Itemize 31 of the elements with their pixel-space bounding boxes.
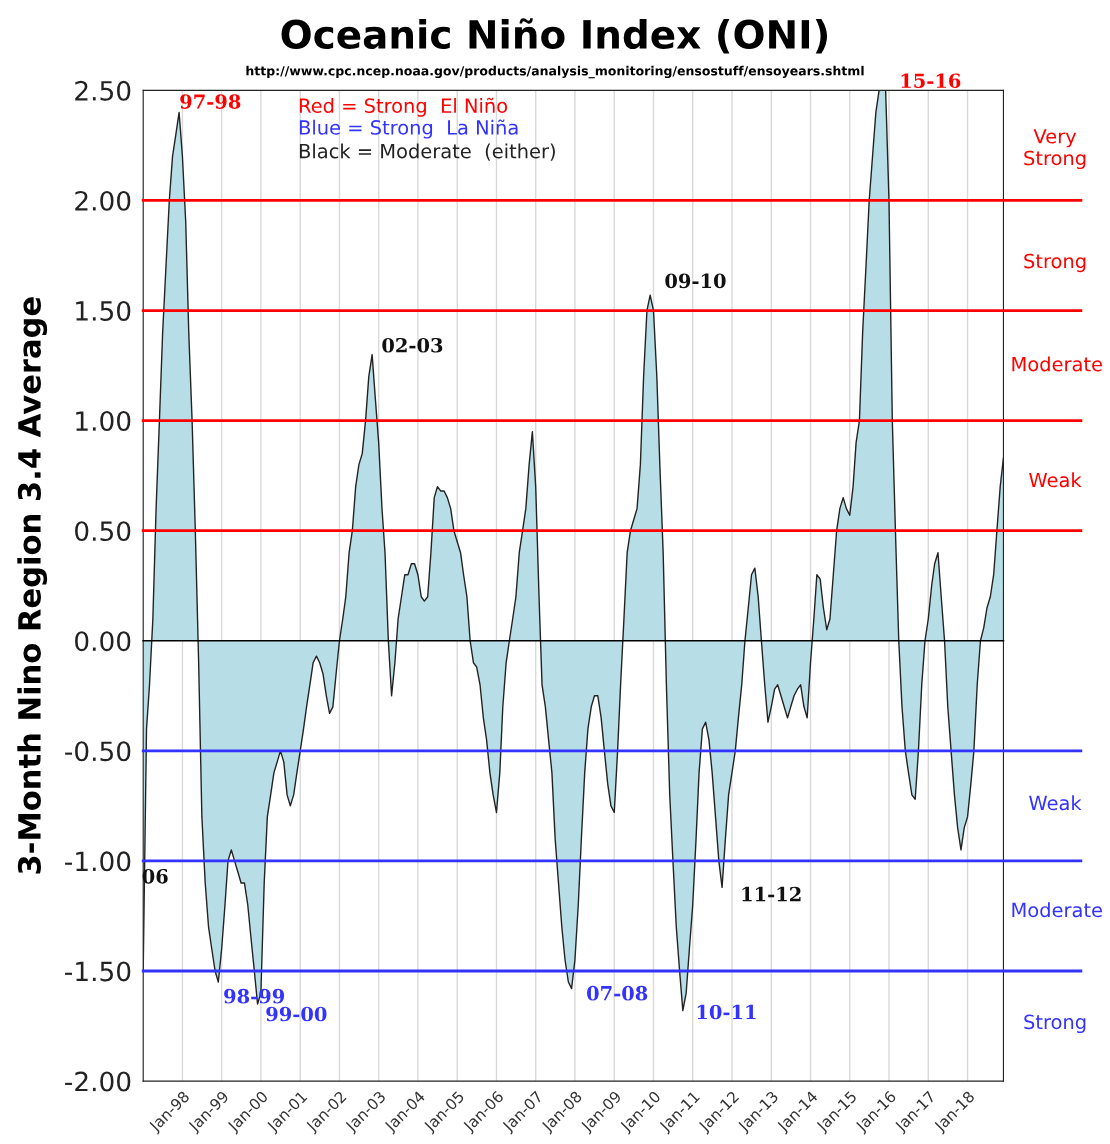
annotation: Red = Strong El Niño xyxy=(299,97,508,117)
y-tick-label: 2.00 xyxy=(75,190,131,211)
annotation: 02-03 xyxy=(382,337,443,353)
annotation: Blue = Strong La Niña xyxy=(299,119,518,139)
y-tick-label: 2.50 xyxy=(75,80,131,101)
annotation: 09-10 xyxy=(665,273,726,289)
text: Moderate xyxy=(1012,902,1102,918)
text: Strong xyxy=(1024,1014,1086,1034)
text: Strong xyxy=(1024,253,1086,273)
annotation: 10-11 xyxy=(697,1004,756,1020)
y-tick-label: -0.50 xyxy=(65,741,131,762)
text: Moderate xyxy=(1012,356,1102,372)
annotation: 07-08 xyxy=(587,985,648,1001)
y-tick-label: -1.00 xyxy=(65,851,131,872)
y-tick-label: 0.50 xyxy=(75,521,131,542)
y-tick-label: -2.00 xyxy=(65,1071,131,1092)
text: Weak xyxy=(1029,472,1082,488)
y-tick-label: 1.00 xyxy=(76,411,131,432)
text: 15-16 xyxy=(901,73,961,89)
annotation: 99-00 xyxy=(266,1006,327,1022)
annotation: 11-12 xyxy=(742,886,801,902)
annotation: Black = Moderate (either) xyxy=(299,143,555,161)
annotation: 97-98 xyxy=(180,94,241,109)
text: Weak xyxy=(1029,795,1082,811)
y-tick-label: 1.50 xyxy=(76,300,131,321)
text: Very Strong xyxy=(1024,129,1086,170)
y-tick-label: 0.00 xyxy=(75,631,131,652)
y-axis-title: 3-Month Nino Region 3.4 Average xyxy=(17,297,48,874)
chart-title: Oceanic Niño Index (ONI) xyxy=(281,18,828,54)
y-tick-label: -1.50 xyxy=(65,961,131,982)
chart-subtitle: http://www.cpc.ncep.noaa.gov/products/analysis_monitoring/ensostuff/ensoyears.shtml xyxy=(246,65,864,79)
